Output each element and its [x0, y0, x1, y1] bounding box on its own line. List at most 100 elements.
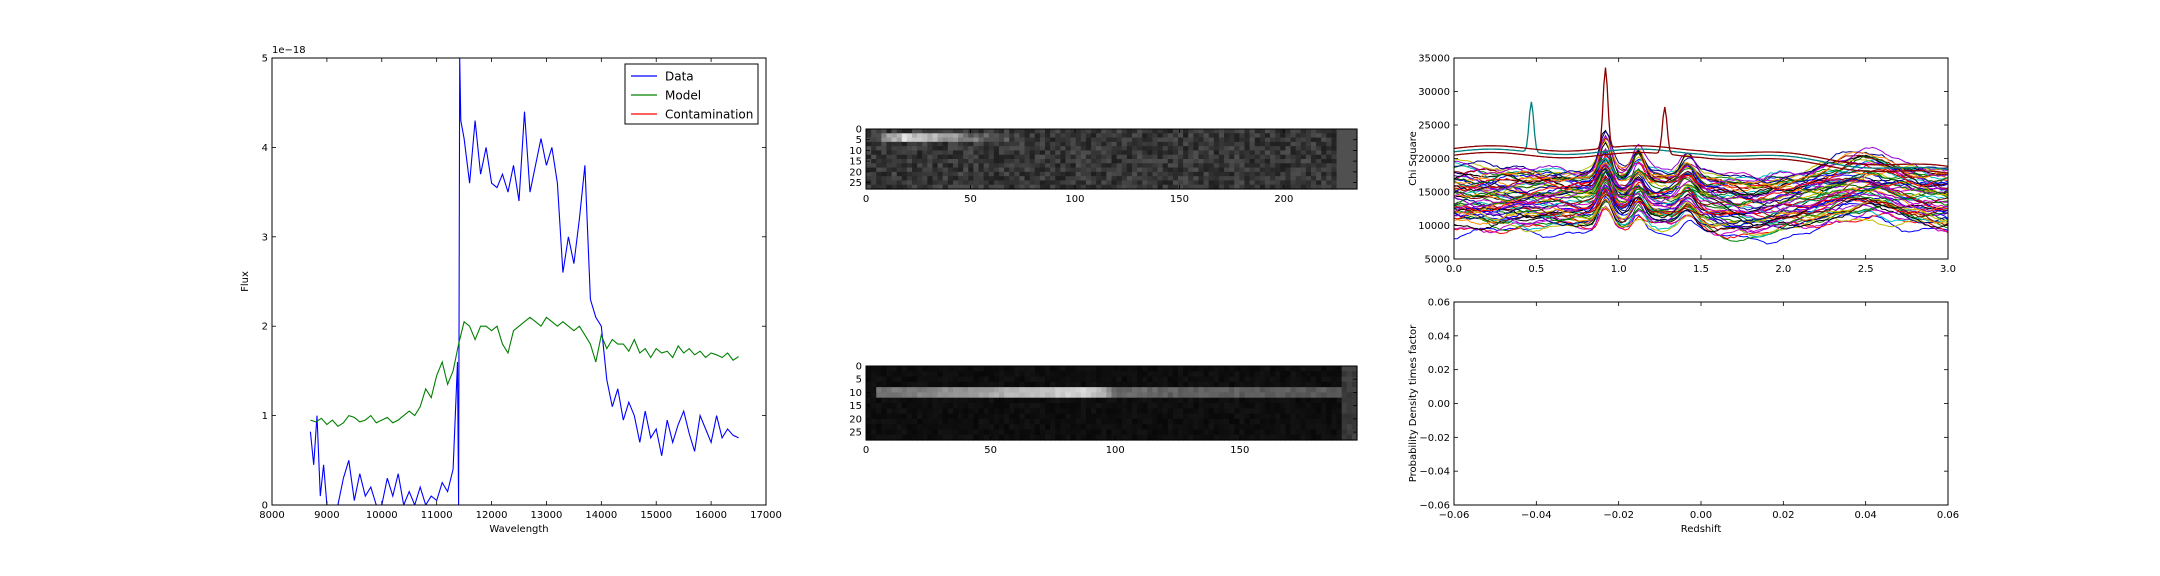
image-cell: [1075, 403, 1082, 409]
image-cell: [1183, 371, 1189, 378]
image-cell: [1224, 159, 1230, 164]
image-cell: [1300, 176, 1307, 182]
image-cell: [937, 180, 944, 186]
chi-square-curve: [1454, 168, 1948, 199]
image-cell: [1341, 366, 1348, 372]
image-cell: [1336, 403, 1343, 409]
image-cell: [993, 150, 1000, 156]
image-cell: [1316, 167, 1322, 173]
image-cell: [1060, 381, 1067, 388]
image-cell: [1121, 159, 1128, 164]
image-cell: [1336, 418, 1343, 425]
image-cell: [1034, 154, 1041, 160]
image-cell: [932, 424, 939, 431]
image-cell: [876, 366, 882, 372]
image-cell: [1167, 424, 1174, 431]
image-cell: [988, 171, 995, 177]
x-tick-label: 9000: [314, 510, 339, 521]
image-cell: [1316, 397, 1322, 404]
image-cell: [968, 381, 974, 388]
image-cell: [1239, 180, 1246, 186]
image-cell: [1029, 366, 1036, 372]
image-cell: [1085, 154, 1092, 160]
image-cell: [1244, 171, 1251, 177]
image-cell: [1055, 366, 1061, 372]
image-cell: [1070, 129, 1077, 134]
image-cell: [952, 397, 959, 404]
image-cell: [1183, 176, 1189, 182]
image-cell: [1254, 141, 1261, 147]
image-cell: [1024, 150, 1031, 156]
image-cell: [1346, 137, 1353, 143]
image-cell: [978, 150, 985, 156]
image-cell: [1346, 146, 1353, 152]
image-cell: [1218, 403, 1225, 409]
image-cell: [1183, 381, 1189, 388]
image-cell: [1019, 129, 1026, 134]
image-cell: [1029, 129, 1036, 134]
image-cell: [1346, 376, 1353, 383]
image-cell: [998, 397, 1005, 404]
image-cell: [1177, 146, 1184, 152]
image-cell: [1239, 141, 1246, 147]
image-cell: [1009, 180, 1015, 186]
image-cell: [1331, 392, 1338, 399]
image-cell: [1177, 413, 1184, 420]
image-cell: [1280, 418, 1286, 425]
image-cell: [1336, 163, 1343, 169]
image-cell: [1336, 184, 1343, 190]
image-cell: [1326, 167, 1333, 173]
image-cell: [1014, 184, 1021, 190]
image-cell: [1131, 141, 1138, 147]
image-cell: [1096, 129, 1102, 134]
image-cell: [866, 366, 872, 372]
image-cell: [1142, 159, 1148, 164]
image-cell: [886, 403, 893, 409]
image-cell: [1039, 397, 1046, 404]
image-cell: [1080, 137, 1087, 143]
image-cell: [1111, 163, 1118, 169]
image-cell: [1029, 146, 1036, 152]
image-cell: [1254, 403, 1261, 409]
image-cell: [1116, 159, 1123, 164]
image-cell: [1157, 180, 1164, 186]
image-cell: [963, 137, 969, 143]
image-cell: [1310, 376, 1317, 383]
image-cell: [1147, 129, 1154, 134]
image-cell: [1259, 376, 1266, 383]
image-cell: [1203, 150, 1210, 156]
image-cell: [998, 163, 1005, 169]
image-cell: [998, 146, 1005, 152]
image-cell: [1346, 403, 1353, 409]
image-cell: [1239, 429, 1246, 436]
image-cell: [901, 171, 908, 177]
image-cell: [1188, 163, 1194, 169]
image-cell: [932, 163, 939, 169]
image-cell: [1085, 397, 1092, 404]
image-cell: [1254, 434, 1261, 441]
image-cell: [1198, 403, 1205, 409]
image-cell: [1183, 171, 1189, 177]
image-cell: [963, 163, 969, 169]
image-cell: [947, 371, 954, 378]
image-cell: [871, 154, 877, 160]
image-cell: [1208, 141, 1215, 147]
image-cell: [1193, 376, 1200, 383]
image-cell: [917, 397, 923, 404]
image-cell: [1285, 184, 1292, 190]
image-cell: [1131, 129, 1138, 134]
image-cell: [1096, 387, 1102, 394]
image-cell: [1229, 176, 1235, 182]
image-cell: [1050, 137, 1056, 143]
image-cell: [1009, 413, 1015, 420]
image-cell: [1096, 397, 1102, 404]
image-cell: [1055, 141, 1061, 147]
image-cell: [1188, 141, 1194, 147]
image-cell: [922, 434, 928, 441]
image-cell: [937, 387, 944, 394]
image-cell: [968, 429, 974, 436]
image-cell: [922, 171, 928, 177]
image-cell: [1039, 141, 1046, 147]
image-cell: [947, 376, 954, 383]
image-cell: [1034, 381, 1041, 388]
